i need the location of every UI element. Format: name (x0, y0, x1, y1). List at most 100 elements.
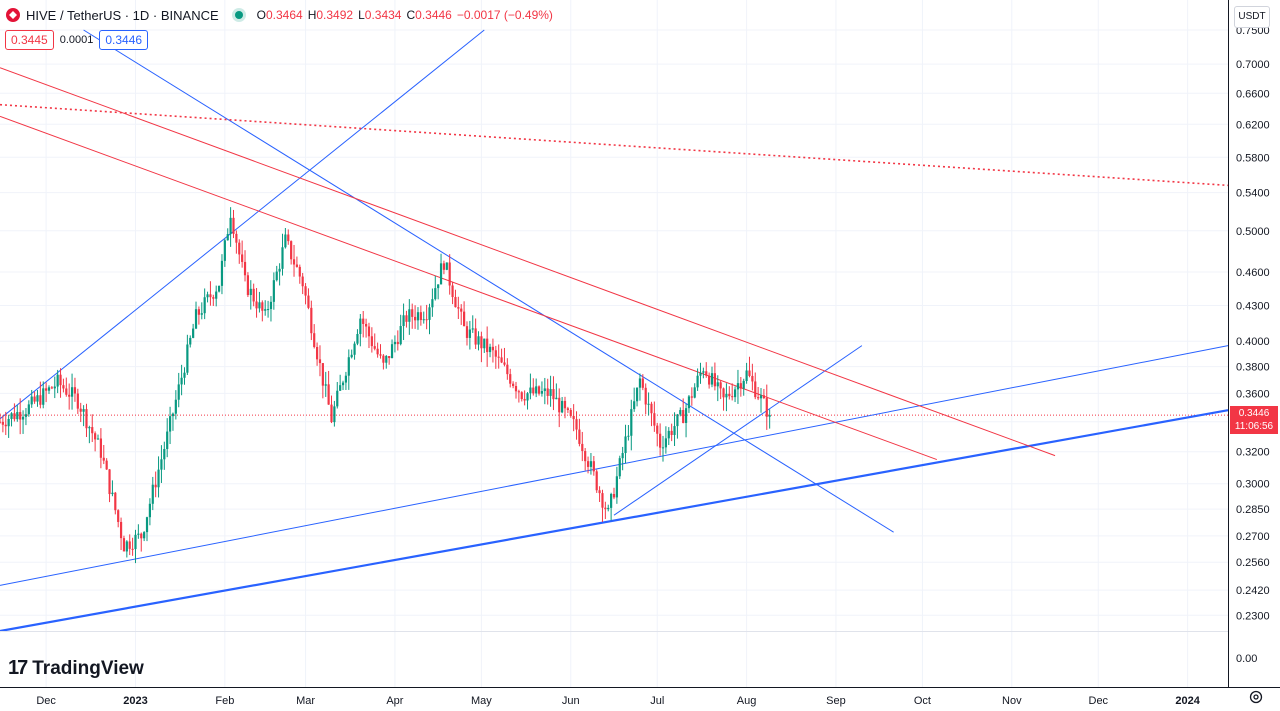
candle-body (1, 421, 4, 425)
candle-body (690, 396, 693, 398)
candle (408, 299, 411, 335)
candle (148, 498, 151, 526)
y-tick-10: 0.4000 (1236, 336, 1270, 348)
candle-body (206, 294, 209, 298)
candle (217, 285, 221, 293)
candle (647, 392, 650, 416)
candle (154, 471, 157, 498)
candle-body (413, 316, 417, 321)
candle-body (759, 395, 763, 399)
candle (500, 348, 503, 364)
candle-body (604, 507, 607, 510)
trade-prices: 0.3445 0.0001 0.3446 (5, 30, 149, 50)
candle (586, 456, 590, 474)
candle-body (315, 346, 319, 360)
candle (656, 422, 659, 447)
candle-body (731, 396, 734, 398)
candle-body (255, 301, 258, 309)
candle (243, 250, 247, 282)
candle (307, 288, 310, 310)
candle-body (615, 476, 618, 498)
candle-body (45, 388, 48, 391)
candle (278, 263, 281, 286)
candle-body (339, 385, 342, 391)
candle (226, 228, 229, 241)
candle (537, 385, 541, 396)
candle-body (186, 344, 189, 373)
candle-body (379, 354, 382, 356)
currency-selector[interactable]: USDT (1234, 6, 1270, 28)
candle-body (220, 260, 224, 286)
x-tick-1: 2023 (123, 695, 147, 707)
candle-body (644, 387, 647, 405)
candle-body (197, 309, 201, 315)
candle (512, 381, 515, 389)
candle (702, 367, 705, 379)
candle-body (278, 268, 281, 272)
candle-body (215, 291, 218, 299)
candle (206, 291, 209, 303)
candle-body (457, 307, 460, 309)
candle (171, 412, 175, 431)
candle (722, 387, 725, 411)
candle-body (566, 408, 569, 410)
candle (494, 345, 497, 369)
y-tick-11: 0.4300 (1236, 300, 1270, 312)
candle-body (290, 241, 293, 260)
candles (0, 207, 771, 564)
last-price-label: 0.3446 11:06:56 (1230, 406, 1278, 434)
candle (486, 326, 489, 367)
candle-body (494, 350, 497, 357)
candle (710, 366, 714, 388)
candle-body (243, 261, 247, 276)
candle (708, 372, 711, 389)
candle-body (448, 262, 451, 286)
sell-button[interactable]: 0.3445 (5, 30, 54, 50)
x-tick-7: Jul (650, 695, 664, 707)
candle-body (298, 266, 301, 277)
candle-body (526, 393, 529, 401)
candle-body (762, 395, 765, 399)
candle (1, 415, 4, 433)
candle (295, 256, 299, 268)
candle (232, 209, 235, 239)
candle-body (601, 493, 604, 508)
candle (53, 376, 56, 399)
candle (699, 362, 702, 384)
candle-body (656, 425, 659, 434)
candle (376, 342, 379, 358)
candle-body (7, 418, 10, 427)
candle-body (468, 329, 471, 338)
candle-body (592, 461, 595, 472)
buy-button[interactable]: 0.3446 (99, 30, 149, 50)
trendline-6 (0, 67, 1056, 457)
x-tick-13: 2024 (1175, 695, 1200, 707)
symbol-title[interactable]: HIVE / TetherUS · 1D · BINANCE (26, 7, 219, 23)
candle-body (408, 309, 411, 322)
open-key: O (256, 8, 266, 22)
candle-body (754, 381, 757, 398)
candle (39, 381, 42, 409)
candle (79, 402, 82, 423)
candle-body (584, 451, 587, 462)
candle (442, 260, 446, 275)
trendline-3 (0, 409, 1229, 633)
candle-body (105, 460, 108, 470)
candle-body (437, 284, 440, 289)
candle-body (710, 373, 714, 385)
tradingview-logo[interactable]: 17 TradingView (8, 657, 144, 680)
close-key: C (406, 8, 416, 22)
candle (514, 381, 518, 399)
candle-body (705, 371, 708, 376)
candle (402, 303, 405, 341)
y-tick-12: 0.4600 (1236, 267, 1270, 279)
settings-gear-icon[interactable] (1248, 689, 1264, 705)
candle-body (82, 409, 85, 412)
trendline-0 (0, 29, 485, 420)
candle-body (676, 414, 679, 427)
candle (690, 387, 693, 406)
candle (739, 376, 742, 397)
candle-body (442, 263, 446, 270)
